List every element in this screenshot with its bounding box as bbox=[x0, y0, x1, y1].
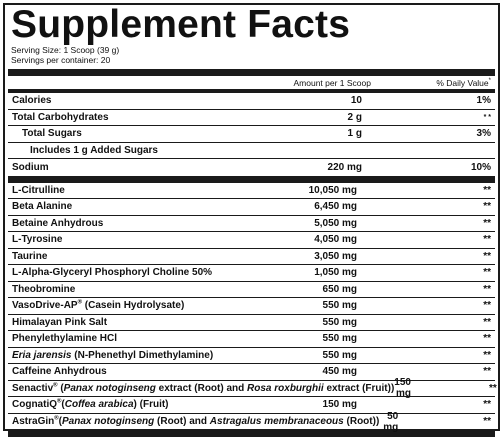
divider-thick bbox=[8, 69, 495, 76]
column-header: Amount per 1 Scoop % Daily Value* bbox=[8, 76, 495, 89]
dv-header: % Daily Value* bbox=[436, 77, 491, 88]
nutrient-row-sodium: Sodium 220 mg 10% bbox=[12, 161, 491, 173]
ingredient-row: L-Tyrosine 4,050 mg ** bbox=[8, 232, 495, 249]
ingredient-row: Caffeine Anhydrous 450 mg ** bbox=[8, 364, 495, 381]
ingredient-row: VasoDrive-AP® (Casein Hydrolysate) 550 mg… bbox=[8, 298, 495, 315]
ingredient-row: AstraGin®(Panax notoginseng (Root) and A… bbox=[12, 410, 491, 433]
ingredient-row: L-Alpha-Glyceryl Phosphoryl Choline 50% 1… bbox=[8, 265, 495, 282]
divider-thick-2 bbox=[8, 175, 495, 183]
supplement-facts-panel: Supplement Facts Serving Size: 1 Scoop (… bbox=[3, 3, 500, 437]
ingredient-row: Himalayan Pink Salt 550 mg ** bbox=[8, 315, 495, 331]
ingredient-row: L-Citrulline 10,050 mg ** bbox=[8, 183, 495, 199]
ingredient-row: Betaine Anhydrous 5,050 mg ** bbox=[8, 216, 495, 232]
panel-title: Supplement Facts bbox=[11, 3, 351, 46]
ingredient-row: Taurine 3,050 mg ** bbox=[8, 249, 495, 265]
ingredient-row: Beta Alanine 6,450 mg ** bbox=[8, 199, 495, 216]
ingredient-row: Senactiv® (Panax notoginseng extract (Ro… bbox=[8, 377, 497, 399]
ingredient-row: CognatiQ®(Coffea arabica) (Fruit) 150 mg *… bbox=[8, 397, 495, 414]
ingredient-row: Theobromine 650 mg ** bbox=[8, 282, 495, 298]
nutrient-row-calories: Calories 10 1% bbox=[8, 93, 495, 110]
amount-header: Amount per 1 Scoop bbox=[293, 77, 372, 88]
divider-bottom bbox=[8, 430, 495, 437]
ingredient-row: Phenylethylamine HCl 550 mg ** bbox=[8, 331, 495, 348]
nutrient-row-carbs: Total Carbohydrates 2 g * * bbox=[8, 110, 495, 126]
serving-size: Serving Size: 1 Scoop (39 g) bbox=[11, 45, 120, 55]
nutrient-row-sugars: Total Sugars 1 g 3% bbox=[8, 126, 495, 143]
ingredients-list: L-Citrulline 10,050 mg ** Beta Alanine 6,45… bbox=[8, 183, 497, 433]
servings-per-container: Servings per container: 20 bbox=[11, 55, 111, 65]
nutrient-row-added-sugars: Includes 1 g Added Sugars bbox=[8, 143, 495, 159]
divider-mid bbox=[8, 89, 495, 93]
ingredient-row: Eria jarensis (N-Phenethyl Dimethylamine… bbox=[8, 348, 495, 364]
